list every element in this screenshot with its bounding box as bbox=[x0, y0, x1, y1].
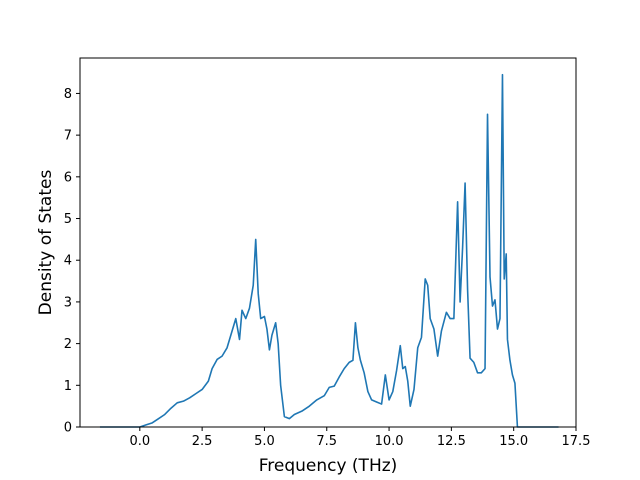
x-tick-label: 15.0 bbox=[499, 434, 528, 449]
y-tick-label: 3 bbox=[64, 295, 72, 310]
y-axis-label: Density of States bbox=[36, 170, 56, 316]
y-tick-label: 6 bbox=[64, 170, 72, 185]
y-tick-label: 8 bbox=[64, 87, 72, 102]
y-tick-label: 5 bbox=[64, 212, 72, 227]
x-axis: 0.0 2.5 5.0 7.5 10.0 12.5 15.0 17.5 bbox=[129, 427, 590, 449]
y-tick-label: 7 bbox=[64, 129, 72, 144]
axes-frame bbox=[79, 57, 577, 428]
x-tick-label: 10.0 bbox=[375, 434, 404, 449]
x-tick-label: 7.5 bbox=[316, 434, 337, 449]
x-tick-label: 12.5 bbox=[437, 434, 466, 449]
y-tick-label: 1 bbox=[64, 379, 72, 394]
plot-area bbox=[99, 73, 559, 428]
y-axis: 0 1 2 3 4 5 6 7 8 bbox=[64, 87, 80, 436]
x-tick-label: 0.0 bbox=[129, 434, 150, 449]
dos-series-line-0 bbox=[99, 73, 559, 428]
x-tick-label: 5.0 bbox=[254, 434, 275, 449]
x-axis-label: Frequency (THz) bbox=[259, 456, 398, 476]
x-tick-label: 17.5 bbox=[562, 434, 591, 449]
y-tick-label: 4 bbox=[64, 254, 72, 269]
y-tick-label: 2 bbox=[64, 337, 72, 352]
x-tick-label: 2.5 bbox=[192, 434, 213, 449]
y-tick-label: 0 bbox=[64, 421, 72, 436]
